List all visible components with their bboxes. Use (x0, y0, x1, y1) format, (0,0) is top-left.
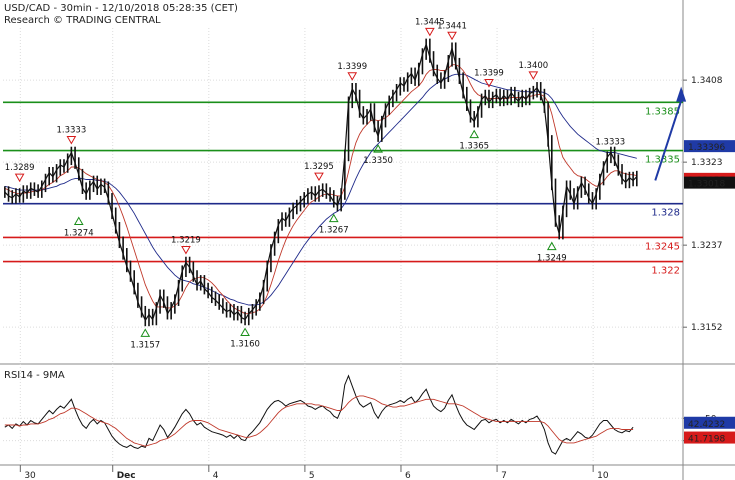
rsi-tag-1: 41.7198 (688, 435, 725, 445)
x-tick-label-0: 30 (24, 471, 36, 480)
low-marker-2 (73, 216, 84, 225)
chart-source: Research © TRADING CENTRAL (4, 15, 161, 26)
y-tick-label-3: 1.3152 (691, 323, 723, 333)
high-marker-13 (484, 79, 494, 88)
price-axis: 1.3408 1.3323 1.3237 1.3152 (683, 76, 723, 333)
high-marker-6 (314, 172, 324, 182)
swing-label-12: 1.3365 (459, 142, 489, 152)
ma-fast-line (4, 64, 637, 315)
swing-label-16: 1.3333 (595, 138, 625, 148)
rsi-tag-bg-1 (684, 431, 735, 444)
x-tick-label-2: 4 (213, 471, 219, 480)
high-marker-0 (14, 173, 25, 183)
low-marker-12 (469, 129, 480, 139)
swing-annotations: 1.3289 1.3333 1.3274 1.3157 1.3219 1.3160 1.32… (5, 17, 625, 350)
rsi-title: RSI14 - 9MA (4, 370, 65, 381)
y-tick-label-1: 1.3323 (691, 158, 723, 168)
high-marker-14 (528, 71, 539, 80)
price-series (4, 38, 638, 327)
level-label-1.328: 1.328 (651, 208, 680, 219)
high-marker-1 (66, 136, 77, 145)
x-tick-label-1: Dec (117, 471, 136, 480)
low-marker-9 (373, 144, 383, 153)
swing-label-4: 1.3219 (171, 236, 201, 246)
swing-label-3: 1.3157 (130, 340, 160, 350)
swing-label-7: 1.3267 (319, 226, 349, 236)
rsi-ma-line (4, 395, 634, 447)
high-marker-10 (424, 27, 435, 37)
level-label-1.3385: 1.3385 (645, 106, 680, 117)
price-tag-0: 1.33396 (688, 143, 725, 153)
ma-slow-line (4, 73, 637, 306)
y-tick-label-0: 1.3408 (691, 76, 723, 86)
low-marker-15 (546, 241, 557, 251)
rsi-series (4, 374, 634, 455)
swing-label-11: 1.3441 (437, 21, 467, 31)
x-tick-label-3: 5 (309, 471, 315, 480)
level-label-1.322: 1.322 (651, 266, 680, 277)
y-tick-label-2: 1.3237 (691, 241, 723, 251)
swing-label-14: 1.3400 (518, 61, 548, 71)
level-label-1.3245: 1.3245 (645, 241, 680, 252)
rsi-tag-bg-0 (684, 416, 735, 429)
x-tick-label-6: 10 (597, 471, 609, 480)
price-tag-bg-2 (684, 176, 735, 189)
swing-label-9: 1.3350 (363, 156, 393, 166)
low-marker-7 (328, 213, 339, 223)
chart-title: USD/CAD - 30min - 12/10/2018 05:28:35 (C… (4, 3, 238, 14)
rsi-line (4, 374, 634, 455)
swing-label-5: 1.3160 (230, 339, 260, 349)
high-marker-11 (447, 31, 457, 41)
swing-label-13: 1.3399 (474, 69, 504, 79)
date-axis: 30 Dec 4 5 6 7 10 (19, 465, 609, 480)
high-marker-8 (347, 72, 358, 81)
swing-label-10: 1.3445 (415, 17, 445, 27)
swing-label-8: 1.3399 (337, 62, 367, 72)
price-tag-2: 1.33018 (688, 180, 725, 190)
swing-label-6: 1.3295 (304, 162, 334, 172)
price-line (4, 42, 638, 322)
rsi-tags: 42.4232 41.7198 (684, 416, 735, 445)
swing-label-0: 1.3289 (5, 163, 35, 173)
x-tick-label-5: 7 (501, 471, 507, 480)
rsi-grid (3, 417, 683, 442)
forecast-line (654, 100, 683, 181)
low-marker-5 (240, 327, 250, 336)
low-marker-3 (140, 328, 151, 337)
rsi-tag-0: 42.4232 (688, 420, 725, 430)
price-tag-bg-0 (684, 140, 735, 153)
x-tick-label-4: 6 (405, 471, 411, 480)
swing-label-1: 1.3333 (56, 126, 86, 136)
forecast-arrow (654, 86, 687, 181)
forecast-arrowhead (676, 86, 687, 102)
high-marker-4 (181, 246, 191, 255)
swing-label-2: 1.3274 (64, 228, 94, 238)
swing-label-15: 1.3249 (537, 254, 567, 264)
